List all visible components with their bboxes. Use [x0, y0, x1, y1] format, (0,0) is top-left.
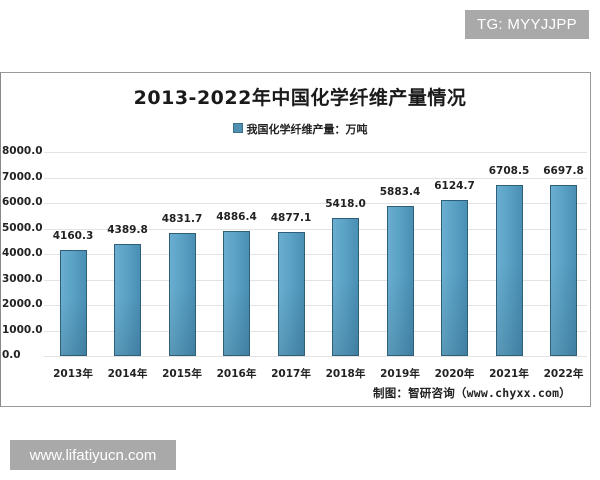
bar-value-label: 4877.1	[270, 211, 312, 224]
bar-2019年	[386, 205, 414, 356]
y-tick-label: 1000.0	[2, 323, 43, 336]
x-tick-label: 2016年	[216, 368, 257, 380]
x-tick-label: 2018年	[325, 368, 366, 380]
chart-legend: 我国化学纤维产量：万吨	[0, 121, 600, 137]
bar-value-label: 4389.8	[107, 224, 148, 237]
bar-2017年	[277, 231, 305, 356]
y-tick-label: 4000.0	[2, 247, 43, 259]
y-tick-label: 2000.0	[2, 298, 43, 310]
bar-2020年	[441, 199, 468, 356]
bar-2021年	[495, 184, 523, 356]
bar-value-label: 4831.7	[161, 212, 203, 225]
bar-2013年	[59, 249, 87, 356]
bar-2018年	[332, 217, 359, 356]
x-tick-label: 2019年	[380, 368, 420, 380]
x-tick-label: 2017年	[271, 368, 311, 380]
x-tick-label: 2014年	[107, 368, 148, 380]
bar-value-label: 6697.8	[543, 165, 584, 178]
x-tick-label: 2022年	[543, 368, 584, 380]
x-tick-label: 2020年	[434, 368, 475, 380]
bar-2022年	[550, 185, 577, 356]
bar-value-label: 4886.4	[216, 211, 257, 224]
bar-2016年	[223, 231, 250, 356]
y-tick-label: 7000.0	[2, 170, 43, 183]
bar-2014年	[114, 244, 141, 356]
gridline	[44, 279, 587, 281]
gridline	[44, 152, 587, 153]
watermark-bottom-left: www.lifatiyucn.com	[10, 440, 176, 470]
bar-value-label: 4160.3	[52, 229, 94, 242]
y-tick-label: 0.0	[2, 349, 21, 361]
gridline	[44, 305, 587, 306]
legend-swatch-icon	[232, 123, 243, 133]
y-tick-label: 5000.0	[2, 221, 43, 234]
chart-source: 制图：智研咨询（www.chyxx.com）	[373, 386, 571, 400]
bar-2015年	[168, 232, 196, 356]
gridline	[44, 203, 587, 204]
y-tick-label: 3000.0	[2, 272, 43, 285]
gridline	[44, 177, 587, 179]
gridline	[44, 228, 587, 230]
gridline	[44, 330, 587, 332]
bar-value-label: 6124.7	[434, 179, 475, 192]
y-tick-label: 8000.0	[2, 145, 43, 157]
x-tick-label: 2021年	[489, 368, 529, 380]
x-tick-label: 2015年	[162, 368, 202, 380]
gridline	[44, 254, 587, 255]
bar-value-label: 6708.5	[488, 164, 530, 177]
watermark-top-right: TG: MYYJJPP	[465, 10, 589, 39]
gridline	[44, 356, 587, 357]
bar-value-label: 5418.0	[325, 197, 366, 210]
legend-label: 我国化学纤维产量：万吨	[246, 123, 368, 136]
bar-value-label: 5883.4	[379, 185, 421, 198]
chart-title: 2013-2022年中国化学纤维产量情况	[133, 87, 467, 109]
x-tick-label: 2013年	[53, 368, 93, 380]
y-tick-label: 6000.0	[2, 196, 43, 208]
